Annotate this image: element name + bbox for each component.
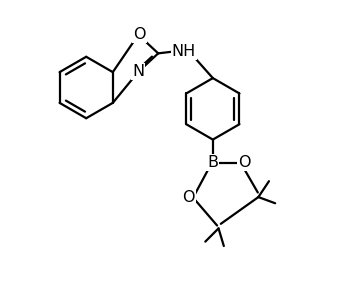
Text: B: B <box>207 155 218 170</box>
Text: NH: NH <box>172 43 196 59</box>
Text: N: N <box>132 64 144 79</box>
Text: O: O <box>238 155 251 170</box>
Text: O: O <box>134 27 146 42</box>
Text: O: O <box>182 190 195 205</box>
